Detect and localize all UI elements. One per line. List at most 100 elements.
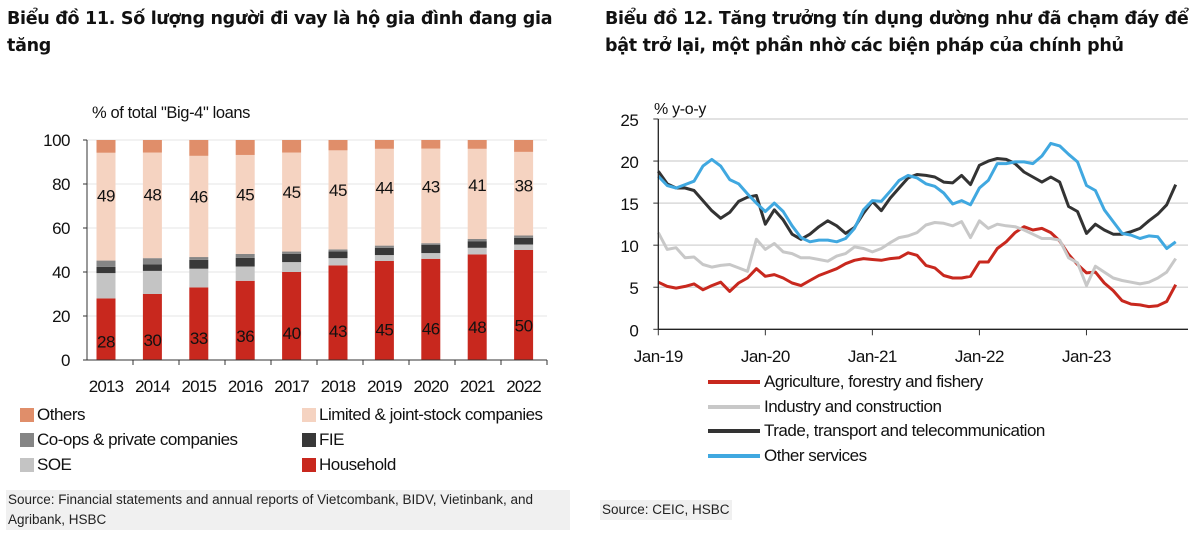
bar-segment-co-ops-private-companies [514,235,534,238]
bar-segment-others [421,140,441,149]
bar-segment-household [282,272,302,360]
y-tick-label: 40 [52,263,70,282]
bar-segment-co-ops-private-companies [142,258,162,265]
data-label: 48 [143,186,161,205]
bar-segment-fie [282,253,302,263]
bar-segment-co-ops-private-companies [421,243,441,245]
x-tick-label: 2017 [274,377,309,396]
y-tick-label: 20 [620,153,638,172]
bar-segment-soe [96,273,116,299]
legend-swatch [20,408,34,422]
bar-segment-fie [467,241,487,248]
x-tick-label: Jan-23 [1062,347,1111,366]
y-axis-label: % of total "Big-4" loans [92,104,250,122]
legend-item: Co-ops & private companies [20,428,238,452]
legend-label: Others [37,405,86,424]
bar-segment-household [96,298,116,360]
legend-item: Other services [708,444,867,468]
legend-swatch [302,408,316,422]
bar-segment-soe [235,266,255,281]
bar-segment-others [374,140,394,149]
data-label: 45 [329,181,347,200]
x-tick-label: 2018 [321,377,356,396]
legend-item: Household [302,453,396,477]
y-tick-label: 10 [620,237,638,256]
x-tick-label: 2013 [89,377,124,396]
series-line-other-services [657,141,1177,250]
y-tick-label: 5 [629,279,638,298]
bar-segment-limited-joint-stock-companies [514,151,534,236]
x-tick-label: Jan-19 [634,347,683,366]
bar-segment-fie [235,257,255,267]
legend-item: Others [20,403,86,427]
data-label: 45 [236,186,254,205]
legend-line [708,429,760,433]
x-tick-label: Jan-22 [955,347,1004,366]
data-label: 45 [375,320,393,339]
bar-segment-others [467,140,487,149]
data-label: 46 [422,320,440,339]
bar-segment-fie [142,264,162,271]
bar-segment-soe [328,258,348,266]
y-tick-label: 80 [52,175,70,194]
bar-segment-soe [467,247,487,255]
data-label: 48 [468,318,486,337]
legend-label: Industry and construction [764,396,942,416]
data-label: 49 [97,187,115,206]
chart-12-source: Source: CEIC, HSBC [600,500,732,520]
bar-segment-limited-joint-stock-companies [328,150,348,250]
y-tick-label: 60 [52,219,70,238]
legend-swatch [20,458,34,472]
y-tick-label: 20 [52,307,70,326]
legend-item: Industry and construction [708,395,942,419]
bar-segment-co-ops-private-companies [189,257,209,260]
y-tick-label: 100 [43,131,70,150]
bar-segment-soe [142,270,162,294]
y-tick-label: 0 [629,321,638,340]
data-label: 40 [283,324,301,343]
data-label: 43 [329,322,347,341]
bar-segment-soe [514,244,534,250]
bar-segment-co-ops-private-companies [235,253,255,258]
data-label: 33 [190,329,208,348]
chart-11-source: Source: Financial statements and annual … [6,490,570,530]
bar-segment-household [142,294,162,360]
bar-segment-fie [514,237,534,245]
legend-label: FIE [319,430,344,449]
legend-item: Trade, transport and telecommunication [708,419,1045,443]
bar-segment-household [235,280,255,360]
chart-11-title: Biểu đồ 11. Số lượng người đi vay là hộ … [7,9,553,56]
bar-segment-fie [374,247,394,256]
x-tick-label: 2020 [413,377,448,396]
bar-segment-soe [189,268,209,288]
bar-segment-soe [421,253,441,259]
legend-item: Agriculture, forestry and fishery [708,370,983,394]
legend-label: SOE [37,455,72,474]
bar-segment-limited-joint-stock-companies [374,148,394,246]
bar-segment-household [189,287,209,360]
legend-label: Limited & joint-stock companies [319,405,543,424]
legend-item: Limited & joint-stock companies [302,403,543,427]
data-label: 28 [97,333,115,352]
bar-segment-co-ops-private-companies [328,249,348,252]
x-tick-label: Jan-20 [741,347,790,366]
bar-segment-limited-joint-stock-companies [467,148,487,239]
legend-label: Trade, transport and telecommunication [764,421,1045,440]
x-tick-label: 2016 [228,377,263,396]
bar-segment-others [282,140,302,153]
legend-item: SOE [20,453,72,477]
chart-12-title: Biểu đồ 12. Tăng trưởng tín dụng dường n… [605,9,1189,56]
bar-segment-others [189,140,209,156]
x-tick-label: Jan-21 [848,347,897,366]
legend-swatch [20,433,34,447]
legend-label: Agriculture, forestry and fishery [764,372,983,391]
bar-segment-limited-joint-stock-companies [142,152,162,259]
bar-segment-household [514,250,534,360]
bar-segment-limited-joint-stock-companies [96,152,116,261]
bar-segment-co-ops-private-companies [96,260,116,267]
legend-label: Household [319,455,396,474]
legend-line [708,380,760,384]
bar-segment-fie [96,266,116,274]
y-axis-label: % y-o-y [654,101,706,118]
